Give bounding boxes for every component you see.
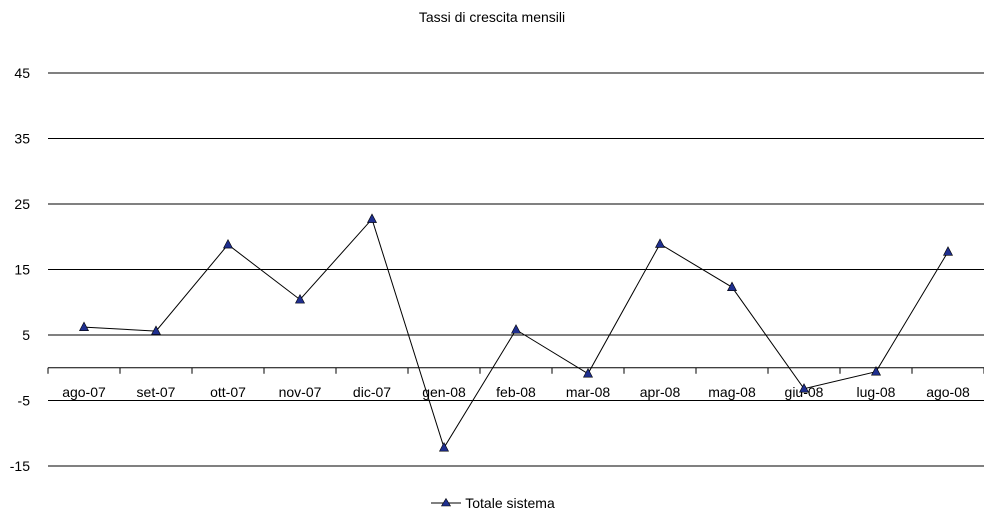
- data-point-marker: [511, 324, 521, 334]
- x-tick-label: feb-08: [496, 384, 536, 400]
- y-tick-label: 15: [14, 262, 30, 278]
- legend-label-totale-sistema: Totale sistema: [465, 495, 555, 511]
- data-point-marker: [295, 293, 305, 304]
- x-tick-label: lug-08: [857, 384, 896, 400]
- data-point-marker: [367, 213, 377, 223]
- x-tick-label: ago-07: [62, 384, 106, 400]
- data-point-marker: [79, 321, 89, 331]
- data-point-marker: [655, 238, 665, 248]
- y-tick-label: 5: [22, 327, 30, 343]
- data-point-marker: [151, 325, 161, 335]
- data-point-marker: [583, 368, 593, 378]
- y-tick-label: 25: [14, 196, 30, 212]
- y-tick-label: 35: [14, 131, 30, 147]
- x-tick-label: nov-07: [279, 384, 322, 400]
- series-totale-sistema: [79, 213, 953, 452]
- data-point-marker: [223, 238, 233, 249]
- y-axis-tick-labels: -15 -5 5 15 25 35 45: [10, 65, 30, 474]
- x-tick-label: apr-08: [640, 384, 681, 400]
- y-tick-label: -5: [18, 393, 31, 409]
- x-tick-label: set-07: [137, 384, 176, 400]
- chart-title: Tassi di crescita mensili: [418, 9, 566, 25]
- x-tick-label: dic-07: [353, 384, 391, 400]
- x-tick-label: mar-08: [566, 384, 611, 400]
- x-tick-label: mag-08: [708, 384, 756, 400]
- legend-line-marker-icon: [431, 497, 462, 507]
- data-point-marker: [439, 442, 449, 452]
- x-tick-label: ago-08: [926, 384, 970, 400]
- x-tick-label: gen-08: [422, 384, 466, 400]
- legend: Totale sistema: [0, 495, 984, 513]
- data-point-marker: [871, 366, 881, 376]
- x-axis-tick-labels: ago-07 set-07 ott-07 nov-07 dic-07 gen-08 feb-…: [62, 384, 970, 400]
- gridlines: [48, 72, 984, 467]
- data-point-marker: [943, 246, 953, 256]
- x-axis: [47, 367, 984, 374]
- x-tick-label: ott-07: [210, 384, 246, 400]
- data-point-marker: [799, 383, 809, 393]
- line-chart: -15 -5 5 15 25 35 45 ago-07 set-07 ott-07 nov-07 d…: [10, 65, 984, 474]
- data-point-marker: [727, 281, 737, 291]
- y-tick-label: -15: [10, 458, 30, 474]
- y-tick-label: 45: [14, 65, 30, 81]
